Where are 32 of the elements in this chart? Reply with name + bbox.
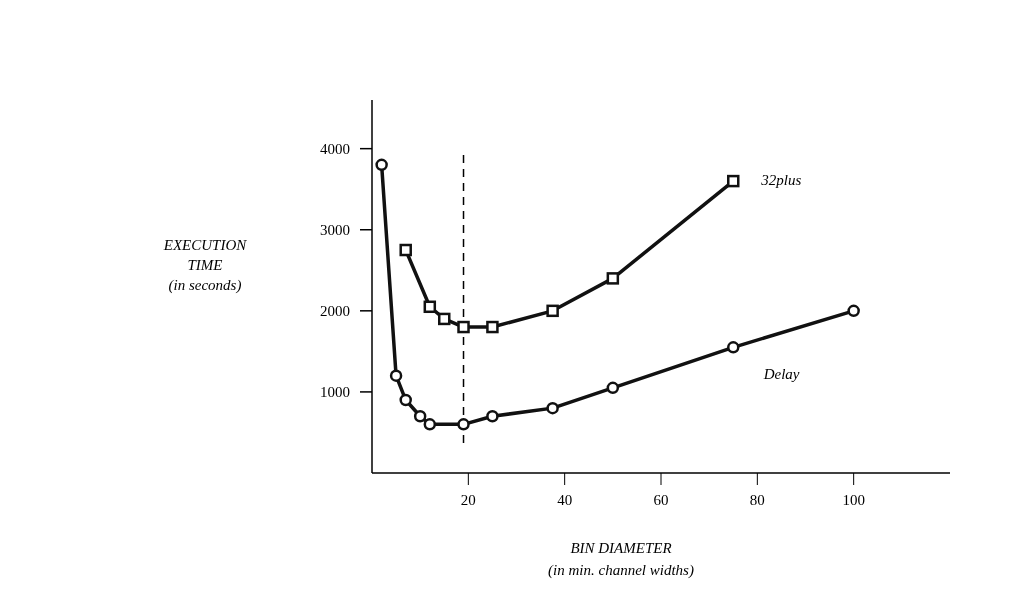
point <box>606 381 620 395</box>
point <box>423 300 437 314</box>
point <box>389 369 403 382</box>
point <box>727 174 740 188</box>
series-label: 32plus <box>760 172 802 189</box>
x-tick-label: 80 <box>749 492 765 508</box>
point <box>423 418 437 431</box>
point <box>375 158 388 172</box>
x-axis-title: BIN DIAMETER (in min. channel widths) <box>548 540 694 579</box>
series-label: Delay <box>762 365 800 382</box>
point <box>438 312 451 326</box>
point <box>457 418 470 431</box>
point <box>399 243 412 257</box>
point <box>546 401 559 415</box>
point <box>486 409 499 423</box>
point <box>457 320 470 334</box>
point <box>413 409 427 423</box>
y-tick-label: 4000 <box>320 140 350 157</box>
point <box>847 304 860 318</box>
y-axis-title: EXECUTION TIME (in seconds) <box>162 237 248 294</box>
point <box>399 393 412 407</box>
y-tick-label: 2000 <box>320 303 350 320</box>
point <box>546 304 559 318</box>
x-tick-label: 100 <box>842 492 865 508</box>
y-tick-label: 3000 <box>320 221 350 238</box>
point <box>486 320 499 334</box>
x-tick-label: 40 <box>557 492 573 508</box>
point <box>606 272 620 285</box>
point <box>727 341 740 354</box>
x-tick-label: 20 <box>460 492 476 508</box>
y-tick-label: 1000 <box>320 384 350 401</box>
x-tick-label: 60 <box>653 492 669 508</box>
